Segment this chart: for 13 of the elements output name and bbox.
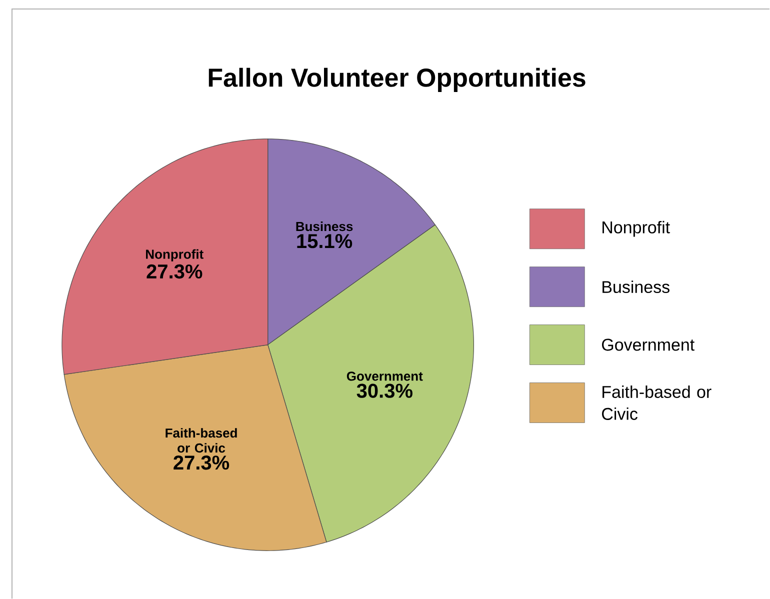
slice-label: Faith-based or Civic [166, 428, 237, 453]
data-label: 27.3% [146, 264, 202, 279]
data-label: 15.1% [297, 234, 352, 248]
data-label: 27.3% [174, 455, 230, 470]
slice-label: Government [346, 372, 423, 381]
legend-label: Business [602, 280, 670, 294]
legend-label: Faith-based or Civic [602, 385, 712, 420]
legend-label: Government [602, 338, 694, 351]
slice-label: Business [296, 221, 353, 232]
slice-label: Nonprofit [146, 249, 204, 262]
chart-title: Fallon Volunteer Opportunities [208, 68, 586, 92]
data-label: 30.3% [356, 384, 412, 398]
legend-label: Nonprofit [602, 220, 670, 237]
